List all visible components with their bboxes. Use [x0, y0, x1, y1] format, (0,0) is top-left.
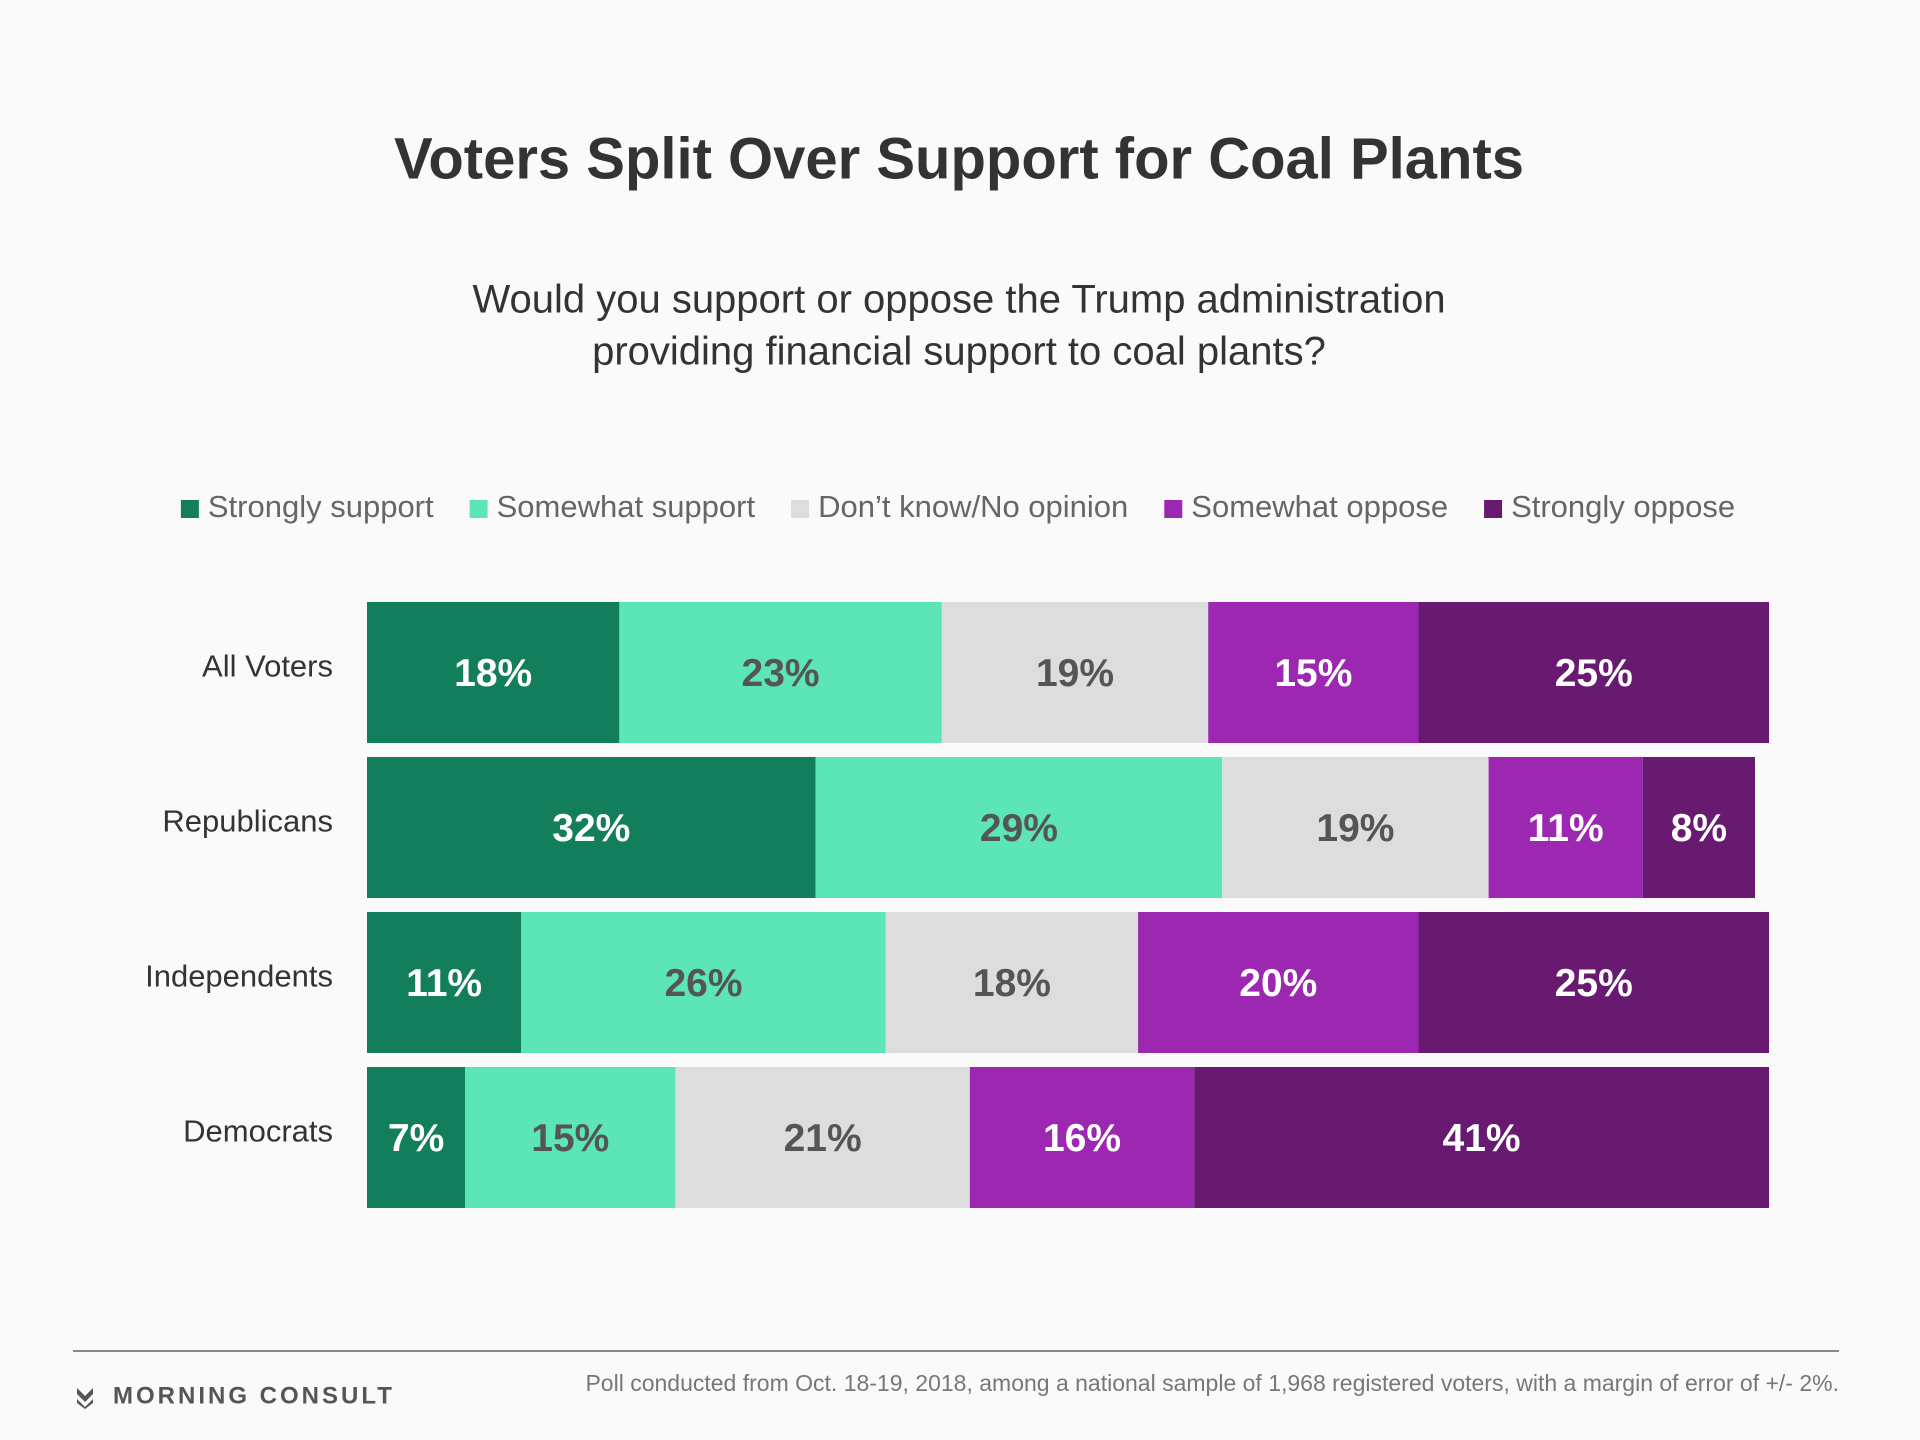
legend-label: Don’t know/No opinion [818, 489, 1128, 524]
legend-label: Strongly oppose [1511, 489, 1735, 524]
bar-segment [815, 757, 1223, 898]
logo-icon [77, 1388, 93, 1409]
bar-segment [675, 1067, 970, 1208]
legend-label: Somewhat oppose [1191, 489, 1448, 524]
bar-segment [521, 912, 886, 1053]
bar-segment [1488, 757, 1643, 898]
bar-segment [1208, 602, 1419, 743]
footnote: Poll conducted from Oct. 18-19, 2018, am… [585, 1370, 1839, 1396]
chart-subtitle: Would you support or oppose the Trump ad… [472, 278, 1445, 322]
value-label: 29% [980, 807, 1058, 850]
y-tick-label: All Voters [202, 649, 333, 684]
value-label: 19% [1316, 807, 1394, 850]
y-tick-label: Democrats [183, 1114, 333, 1149]
value-label: 26% [664, 962, 742, 1005]
bar-segment [465, 1067, 676, 1208]
legend: Strongly support Somewhat support Don’t kn… [180, 489, 1735, 524]
value-label: 8% [1671, 807, 1727, 850]
bar-segment [885, 912, 1139, 1053]
bar-segment [1138, 912, 1419, 1053]
value-label: 19% [1036, 652, 1114, 695]
value-label: 21% [784, 1117, 862, 1160]
bar-segment [619, 602, 942, 743]
value-label: 23% [742, 652, 820, 695]
bar-segment [1222, 757, 1489, 898]
value-label: 25% [1555, 962, 1633, 1005]
value-label: 25% [1555, 652, 1633, 695]
legend-swatch [469, 500, 488, 518]
value-label: 7% [388, 1117, 444, 1160]
logo-text: MORNING CONSULT [113, 1382, 395, 1409]
legend-swatch [180, 500, 199, 518]
legend-swatch [791, 500, 810, 518]
value-label: 11% [1528, 807, 1604, 850]
value-label: 32% [552, 807, 630, 850]
legend-swatch [1484, 500, 1503, 518]
bar-segment [1642, 757, 1755, 898]
bar-segment [367, 1067, 466, 1208]
chart-title: Voters Split Over Support for Coal Plant… [394, 126, 1524, 191]
legend-label: Somewhat support [497, 489, 756, 524]
bar-segment [969, 1067, 1195, 1208]
legend-swatch [1164, 500, 1183, 518]
bar-segment [367, 912, 522, 1053]
y-tick-label: Republicans [162, 804, 333, 839]
value-label: 18% [454, 652, 532, 695]
value-label: 15% [531, 1117, 609, 1160]
bar-segment [1418, 602, 1769, 743]
bar-segment [367, 757, 816, 898]
bar-segment [367, 602, 620, 743]
bar-segment [1194, 1067, 1769, 1208]
chart-subtitle: providing financial support to coal plan… [592, 330, 1326, 374]
y-tick-label: Independents [145, 959, 333, 994]
bar-segment [941, 602, 1209, 743]
bar-segment [1418, 912, 1769, 1053]
value-label: 11% [406, 962, 482, 1005]
value-label: 41% [1443, 1117, 1521, 1160]
value-label: 18% [973, 962, 1051, 1005]
value-label: 15% [1274, 652, 1352, 695]
value-label: 16% [1043, 1117, 1121, 1160]
value-label: 20% [1239, 962, 1317, 1005]
legend-label: Strongly support [208, 489, 434, 524]
